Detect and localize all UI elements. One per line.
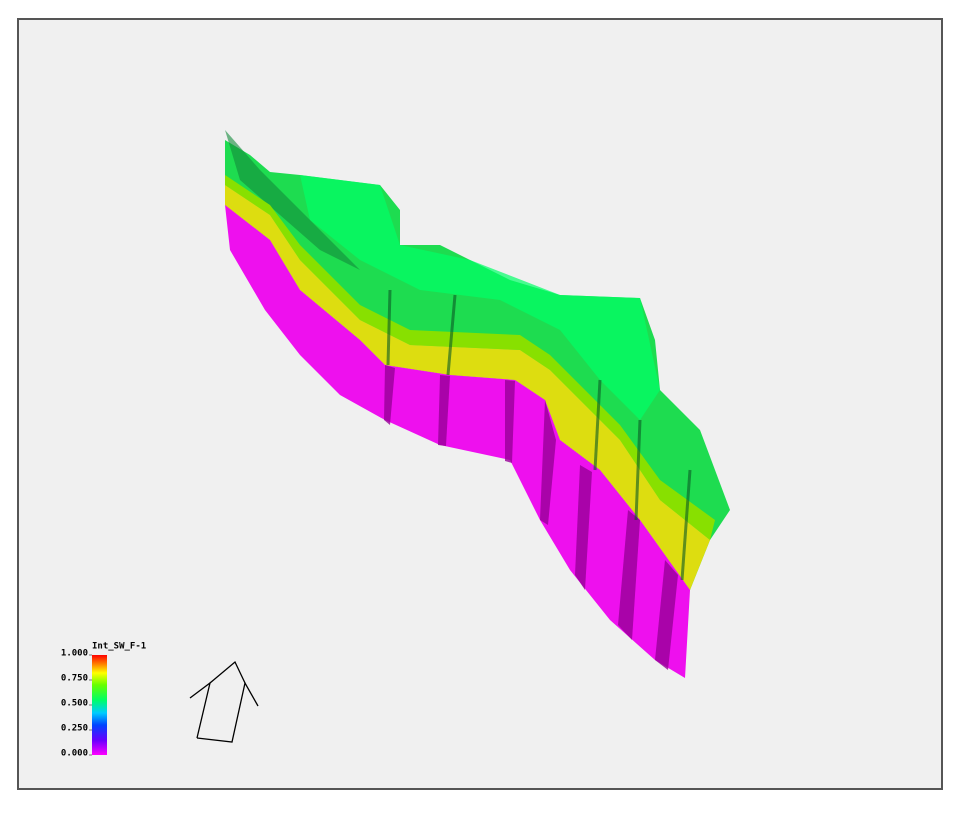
colorbar-tick-label: 0.500 [61, 699, 88, 709]
orientation-arrow [189, 660, 259, 743]
colorbar [92, 655, 107, 755]
colorbar-tick-label: 0.750 [61, 674, 88, 684]
colorbar-tick-label: 1.000 [61, 649, 88, 659]
colorbar-title: Int_SW_F-1 [92, 642, 146, 652]
colorbar-tick-label: 0.250 [61, 724, 88, 734]
model-3d [225, 130, 730, 678]
colorbar-tick-label: 0.000 [61, 749, 88, 759]
